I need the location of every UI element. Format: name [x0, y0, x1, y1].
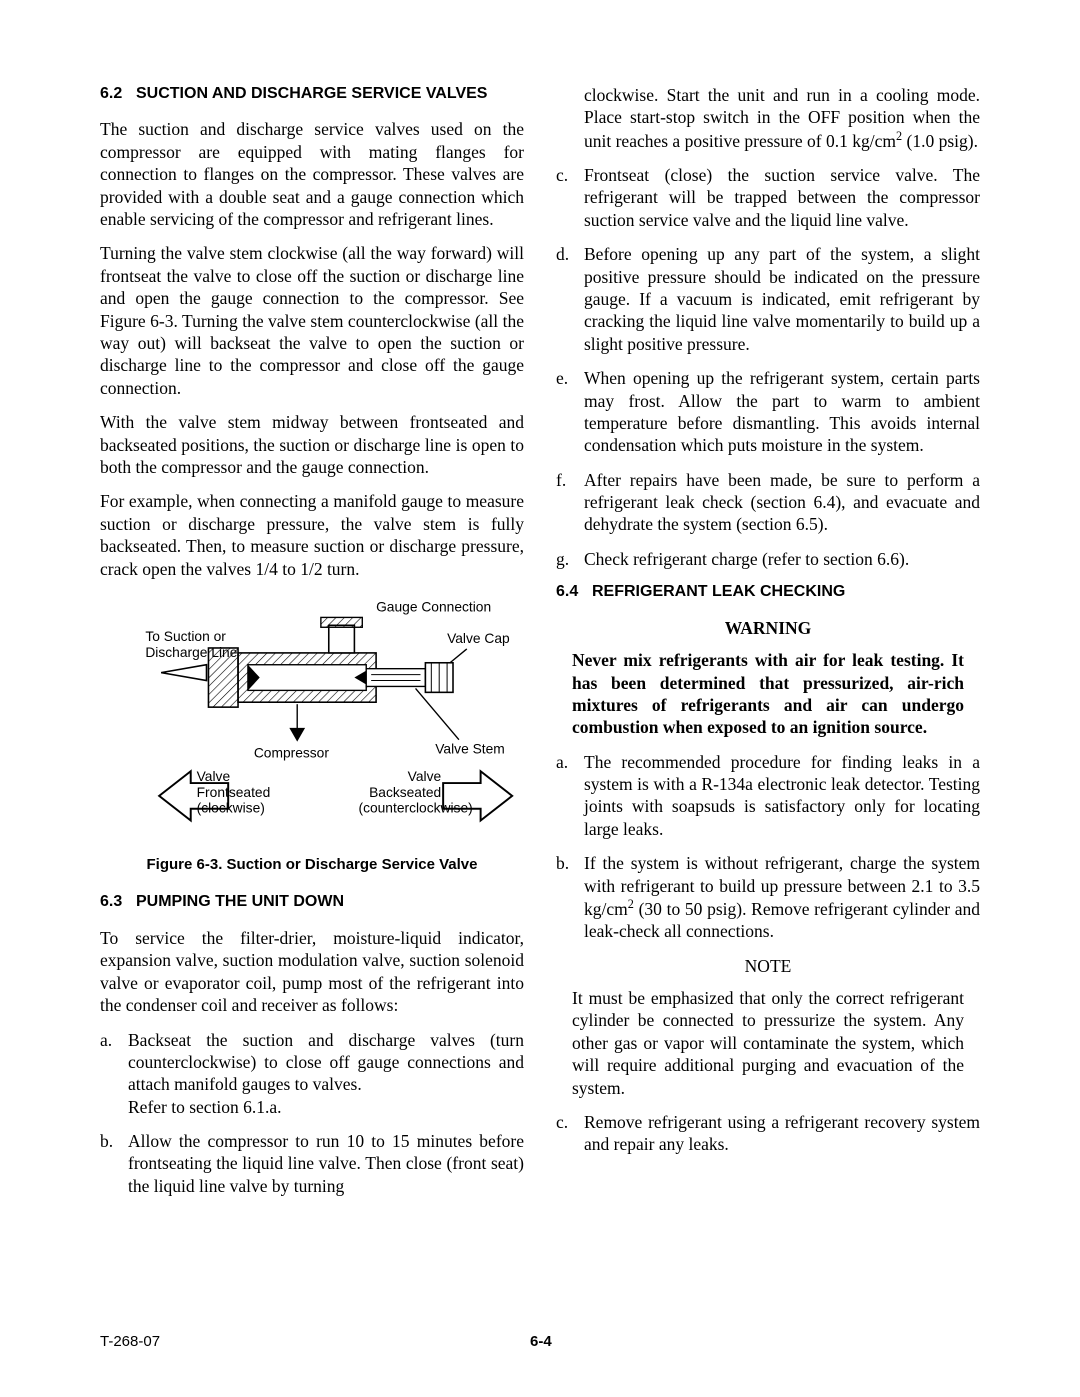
section-title: REFRIGERANT LEAK CHECKING: [592, 582, 845, 602]
list-item: b. Allow the compressor to run 10 to 15 …: [100, 1130, 524, 1197]
heading-6-2: 6.2 SUCTION AND DISCHARGE SERVICE VALVES: [100, 84, 524, 104]
list-body: If the system is without refrigerant, ch…: [584, 852, 980, 942]
list-body: When opening up the refrigerant system, …: [584, 367, 980, 457]
list-marker: a.: [556, 751, 584, 841]
figure-6-3: Gauge Connection To Suction or Discharge…: [100, 592, 524, 875]
list-body: After repairs have been made, be sure to…: [584, 469, 980, 536]
valve-diagram-svg: Gauge Connection To Suction or Discharge…: [100, 592, 524, 842]
paragraph: With the valve stem midway between front…: [100, 411, 524, 478]
figure-caption: Figure 6-3. Suction or Discharge Service…: [100, 855, 524, 874]
list-marker: b.: [556, 852, 584, 942]
list-marker: b.: [100, 1130, 128, 1197]
list-text: Backseat the suction and discharge valve…: [128, 1030, 524, 1095]
label-cap: Valve Cap: [447, 631, 510, 646]
label-front1: Valve: [197, 769, 231, 784]
section-number: 6.2: [100, 84, 136, 104]
list-item-continuation: clockwise. Start the unit and run in a c…: [556, 84, 980, 152]
list-marker: e.: [556, 367, 584, 457]
list-body: clockwise. Start the unit and run in a c…: [584, 84, 980, 152]
list-body: Backseat the suction and discharge valve…: [128, 1029, 524, 1119]
list-body: Before opening up any part of the system…: [584, 243, 980, 355]
footer-doc-id: T-268-07: [100, 1332, 160, 1351]
heading-6-4: 6.4 REFRIGERANT LEAK CHECKING: [556, 582, 980, 602]
list-text: (30 to 50 psig). Remove refrigerant cyli…: [584, 899, 980, 941]
list-item: a. Backseat the suction and discharge va…: [100, 1029, 524, 1119]
page-columns: 6.2 SUCTION AND DISCHARGE SERVICE VALVES…: [100, 84, 980, 1312]
list-item: e. When opening up the refrigerant syste…: [556, 367, 980, 457]
list-text: (1.0 psig).: [902, 131, 978, 151]
list-body: Frontseat (close) the suction service va…: [584, 164, 980, 231]
section-number: 6.4: [556, 582, 592, 602]
list-body: Remove refrigerant using a refrigerant r…: [584, 1111, 980, 1156]
paragraph: The suction and discharge service valves…: [100, 118, 524, 230]
section-number: 6.3: [100, 892, 136, 912]
label-gauge: Gauge Connection: [376, 599, 491, 614]
note-body: It must be emphasized that only the corr…: [572, 987, 964, 1099]
label-back2: Backseated: [369, 785, 441, 800]
label-stem: Valve Stem: [435, 741, 505, 756]
section-title: SUCTION AND DISCHARGE SERVICE VALVES: [136, 84, 487, 104]
section-title: PUMPING THE UNIT DOWN: [136, 892, 344, 912]
label-suction2: Discharge Line: [145, 645, 237, 660]
list-item: c. Remove refrigerant using a refrigeran…: [556, 1111, 980, 1156]
paragraph: For example, when connecting a manifold …: [100, 490, 524, 580]
list-marker: c.: [556, 164, 584, 231]
left-column: 6.2 SUCTION AND DISCHARGE SERVICE VALVES…: [100, 84, 524, 1312]
paragraph: To service the filter-drier, moisture-li…: [100, 927, 524, 1017]
note-title: NOTE: [556, 955, 980, 977]
list-marker: g.: [556, 548, 584, 570]
list-item: f. After repairs have been made, be sure…: [556, 469, 980, 536]
label-front3: (clockwise): [197, 801, 265, 816]
list-marker: a.: [100, 1029, 128, 1119]
list-text: Refer to section 6.1.a.: [128, 1097, 282, 1117]
label-compressor: Compressor: [254, 745, 330, 760]
list-body: Allow the compressor to run 10 to 15 min…: [128, 1130, 524, 1197]
warning-body: Never mix refrigerants with air for leak…: [572, 649, 964, 739]
heading-6-3: 6.3 PUMPING THE UNIT DOWN: [100, 892, 524, 912]
list-marker: d.: [556, 243, 584, 355]
label-front2: Frontseated: [197, 785, 271, 800]
paragraph: Turning the valve stem clockwise (all th…: [100, 242, 524, 399]
list-body: The recommended procedure for finding le…: [584, 751, 980, 841]
label-suction1: To Suction or: [145, 629, 226, 644]
label-back1: Valve: [408, 769, 442, 784]
list-marker: [556, 84, 584, 152]
list-marker: c.: [556, 1111, 584, 1156]
list-body: Check refrigerant charge (refer to secti…: [584, 548, 980, 570]
right-column: clockwise. Start the unit and run in a c…: [556, 84, 980, 1312]
list-item: d. Before opening up any part of the sys…: [556, 243, 980, 355]
label-back3: (counterclockwise): [358, 801, 472, 816]
footer-page-number: 6-4: [530, 1332, 552, 1351]
warning-title: WARNING: [556, 617, 980, 639]
page-footer: T-268-07 6-4: [100, 1332, 980, 1351]
list-item: c. Frontseat (close) the suction service…: [556, 164, 980, 231]
footer-spacer: [922, 1332, 980, 1351]
list-item: b. If the system is without refrigerant,…: [556, 852, 980, 942]
list-item: g. Check refrigerant charge (refer to se…: [556, 548, 980, 570]
list-marker: f.: [556, 469, 584, 536]
list-item: a. The recommended procedure for finding…: [556, 751, 980, 841]
